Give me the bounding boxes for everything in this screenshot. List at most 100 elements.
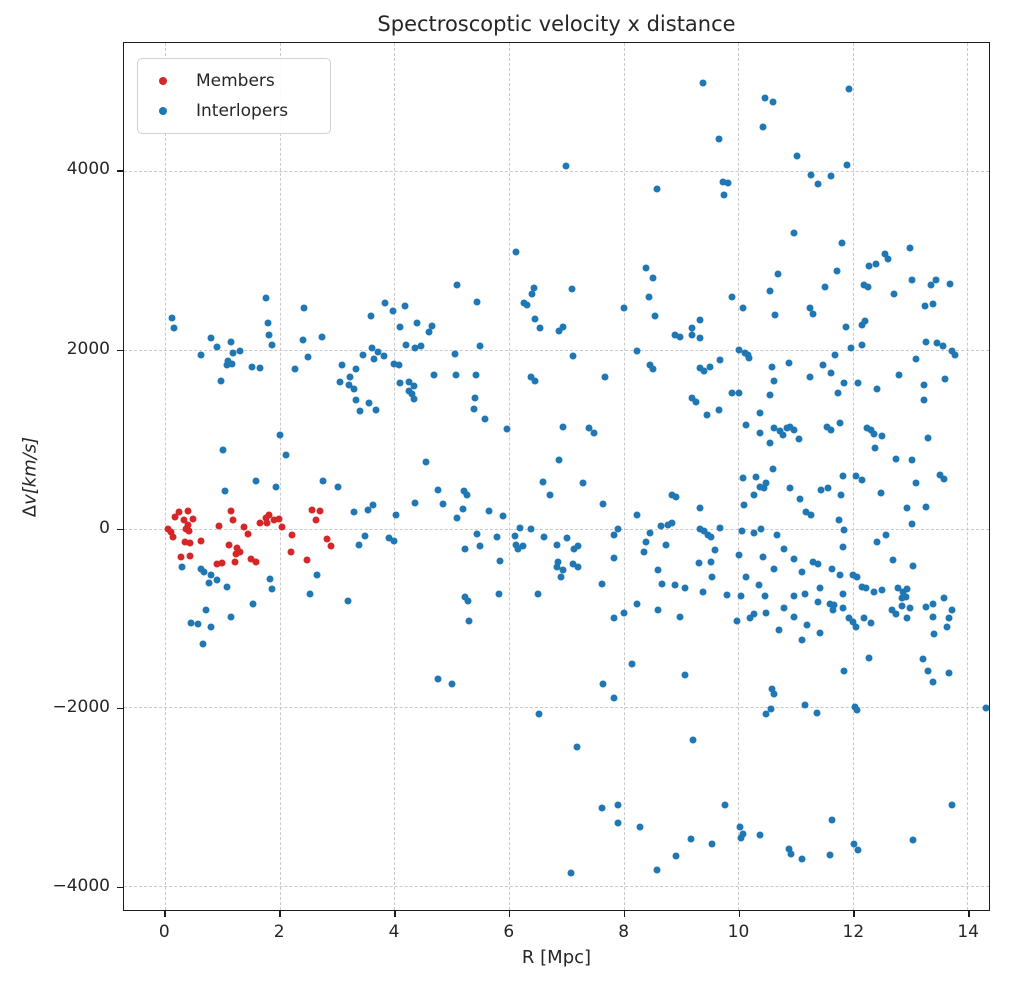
data-point-interlopers — [862, 584, 870, 592]
data-point-interlopers — [774, 270, 782, 278]
data-point-interlopers — [389, 307, 397, 315]
data-point-interlopers — [534, 590, 542, 598]
data-point-interlopers — [909, 562, 917, 570]
data-point-interlopers — [790, 592, 798, 600]
data-point-interlopers — [908, 520, 916, 528]
data-point-interlopers — [350, 385, 358, 393]
data-point-interlopers — [708, 573, 716, 581]
data-point-interlopers — [654, 606, 662, 614]
data-point-interlopers — [780, 545, 788, 553]
data-point-interlopers — [646, 361, 654, 369]
data-point-interlopers — [649, 274, 657, 281]
data-point-interlopers — [840, 667, 848, 675]
data-point-interlopers — [662, 541, 670, 549]
y-gridline — [124, 885, 989, 887]
data-point-interlopers — [827, 426, 835, 434]
x-tick-mark — [738, 911, 741, 917]
data-point-interlopers — [453, 514, 461, 522]
data-point-interlopers — [610, 554, 618, 562]
data-point-interlopers — [401, 302, 409, 310]
data-point-interlopers — [559, 566, 567, 574]
data-point-interlopers — [766, 287, 774, 295]
data-point-interlopers — [236, 347, 244, 355]
data-point-interlopers — [425, 328, 433, 336]
data-point-interlopers — [707, 533, 715, 541]
data-point-interlopers — [700, 527, 708, 534]
data-point-interlopers — [476, 342, 484, 350]
data-point-interlopers — [356, 407, 364, 415]
data-point-interlopers — [536, 324, 544, 332]
data-point-interlopers — [614, 801, 622, 809]
x-tick-label: 8 — [618, 922, 630, 942]
data-point-interlopers — [527, 373, 535, 381]
data-point-interlopers — [849, 571, 857, 579]
data-point-interlopers — [831, 351, 839, 359]
data-point-interlopers — [620, 609, 628, 616]
data-point-interlopers — [835, 516, 843, 524]
data-point-interlopers — [850, 840, 858, 848]
data-point-interlopers — [929, 600, 937, 608]
data-point-interlopers — [903, 504, 910, 512]
data-point-interlopers — [756, 409, 764, 417]
data-point-interlopers — [430, 371, 438, 379]
data-point-interlopers — [221, 487, 229, 495]
data-point-interlopers — [775, 626, 783, 634]
data-point-interlopers — [688, 331, 696, 339]
data-point-interlopers — [865, 654, 873, 662]
data-point-interlopers — [569, 352, 577, 360]
data-point-interlopers — [471, 394, 479, 402]
data-point-interlopers — [653, 866, 661, 874]
y-gridline — [124, 528, 989, 530]
data-point-interlopers — [920, 381, 928, 389]
data-point-interlopers — [728, 389, 736, 397]
data-point-interlopers — [654, 566, 662, 574]
data-point-interlopers — [843, 161, 851, 169]
data-point-interlopers — [364, 506, 372, 514]
data-point-interlopers — [672, 852, 680, 860]
data-point-interlopers — [742, 573, 750, 581]
data-point-interlopers — [658, 580, 666, 588]
data-point-members — [308, 506, 316, 514]
data-point-interlopers — [696, 316, 704, 324]
data-point-interlopers — [563, 534, 571, 542]
data-point-interlopers — [599, 680, 607, 688]
data-point-interlopers — [779, 431, 787, 439]
data-point-interlopers — [943, 623, 951, 631]
data-point-interlopers — [719, 178, 727, 186]
data-point-interlopers — [762, 710, 770, 718]
data-point-interlopers — [838, 239, 846, 247]
data-point-interlopers — [865, 262, 873, 270]
data-point-interlopers — [912, 479, 920, 487]
data-point-interlopers — [319, 477, 327, 485]
data-point-interlopers — [739, 304, 747, 312]
data-point-members — [225, 541, 233, 549]
data-point-interlopers — [411, 499, 419, 507]
data-point-interlopers — [755, 581, 763, 589]
data-point-interlopers — [370, 355, 378, 363]
data-point-interlopers — [687, 835, 695, 843]
data-point-interlopers — [642, 538, 650, 546]
data-point-interlopers — [852, 472, 860, 480]
data-point-interlopers — [921, 302, 929, 310]
data-point-interlopers — [410, 382, 418, 390]
data-point-interlopers — [268, 585, 276, 593]
y-tick-mark — [117, 349, 123, 352]
data-point-interlopers — [359, 351, 367, 359]
data-point-members — [171, 513, 179, 521]
data-point-interlopers — [762, 479, 770, 487]
data-point-interlopers — [170, 324, 178, 332]
data-point-interlopers — [590, 429, 598, 436]
y-gridline — [124, 349, 989, 351]
x-tick-mark — [164, 911, 166, 917]
data-point-interlopers — [839, 590, 847, 598]
data-point-interlopers — [924, 434, 932, 442]
data-point-interlopers — [553, 563, 560, 571]
data-point-interlopers — [870, 588, 878, 596]
data-point-interlopers — [858, 583, 866, 591]
data-point-interlopers — [766, 391, 774, 399]
x-gridline — [508, 43, 510, 910]
data-point-interlopers — [664, 521, 672, 529]
data-point-interlopers — [798, 568, 806, 576]
data-point-interlopers — [707, 558, 715, 566]
data-point-interlopers — [527, 525, 535, 533]
